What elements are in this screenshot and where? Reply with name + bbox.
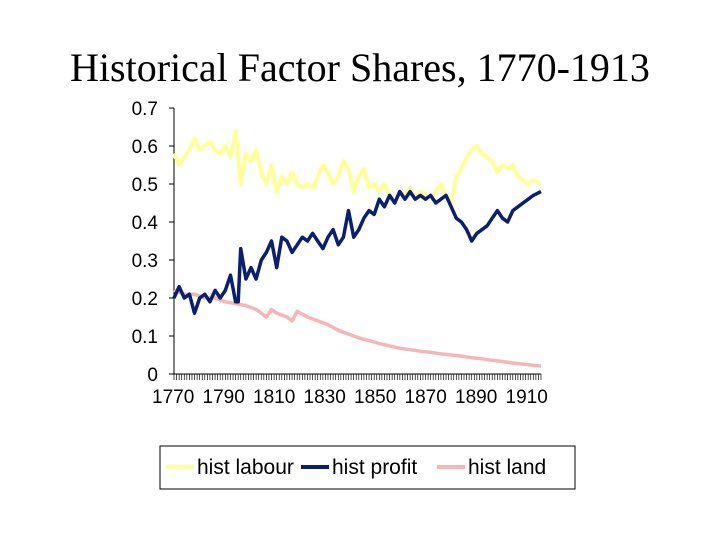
legend-box	[159, 445, 576, 490]
series-layer	[172, 128, 542, 368]
legend-label-labour: hist labour	[197, 456, 294, 479]
y-tick-label: 0	[147, 365, 158, 386]
y-tick-label: 0.4	[132, 213, 159, 234]
series-line-labour	[172, 128, 542, 205]
x-tick-label: 1810	[253, 387, 295, 408]
x-tick-label: 1910	[506, 387, 548, 408]
y-tick-label: 0.2	[132, 289, 158, 310]
x-tick-label: 1890	[455, 387, 497, 408]
x-tick-label: 1870	[405, 387, 447, 408]
y-tick-label: 0.1	[132, 327, 158, 348]
chart-title: Historical Factor Shares, 1770-1913	[70, 45, 650, 90]
series-line-profit	[172, 189, 542, 315]
y-tick-label: 0.5	[132, 175, 158, 196]
x-tick-label: 1850	[354, 387, 396, 408]
x-tick-label: 1790	[203, 387, 245, 408]
y-tick-label: 0.6	[132, 137, 158, 158]
series-line-land	[173, 288, 542, 368]
legend-label-profit: hist profit	[332, 456, 417, 479]
axis-layer: 0 0.1 0.2 0.3 0.4 0.5 0.6 0.7 1770 1790 1810 1830 18…	[132, 99, 548, 408]
legend-label-land: hist land	[468, 456, 546, 479]
x-tick-label: 1770	[152, 387, 194, 408]
y-tick-label: 0.3	[132, 251, 158, 272]
x-tick-label: 1830	[304, 387, 346, 408]
legend: hist labour hist profit hist land	[159, 445, 576, 490]
y-tick-label: 0.7	[132, 99, 158, 120]
